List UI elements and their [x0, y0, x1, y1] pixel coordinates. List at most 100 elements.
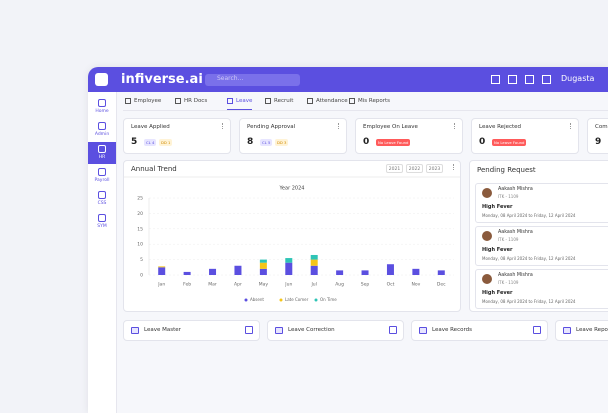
- tab-icon: [307, 98, 313, 104]
- bar-segment: [209, 268, 217, 275]
- x-tick-label: Oct: [387, 282, 395, 288]
- sidebar-item[interactable]: HR: [88, 142, 116, 164]
- tab-label: Employee: [134, 98, 162, 104]
- bar-segment: [285, 262, 293, 275]
- bar-segment: [361, 270, 369, 275]
- tab[interactable]: Leave: [227, 94, 253, 110]
- sidebar-label: SYM: [97, 224, 107, 229]
- request-item[interactable]: Aakash Mishra ITK - 1109 High Fever Monday,…: [475, 226, 608, 266]
- year-button[interactable]: 2022: [406, 164, 423, 173]
- request-name: Aakash Mishra: [498, 230, 533, 235]
- request-reason: High Fever: [482, 247, 513, 253]
- avatar: [482, 231, 492, 241]
- bar-segment: [158, 266, 166, 268]
- menu-dots: [222, 123, 225, 129]
- user-name[interactable]: Dugasta: [561, 74, 595, 83]
- link-label: Leave Correction: [288, 327, 335, 333]
- card-value: 0: [363, 137, 370, 147]
- chart-title: Year 2024: [279, 186, 305, 192]
- year-button[interactable]: 2023: [426, 164, 443, 173]
- bar-segment: [336, 270, 344, 275]
- year-button[interactable]: 2021: [386, 164, 403, 173]
- x-tick-label: Feb: [183, 282, 191, 288]
- legend-label: Late Comer: [285, 297, 309, 302]
- link-icon: [419, 327, 427, 334]
- link-label: Leave Records: [432, 327, 472, 333]
- tab-label: Recruit: [274, 98, 294, 104]
- bar-segment: [437, 270, 445, 275]
- y-tick-label: 5: [140, 257, 143, 263]
- icon: [98, 122, 106, 130]
- tab[interactable]: Mis Reports: [349, 94, 390, 109]
- tab[interactable]: Recruit: [265, 94, 293, 109]
- bar-segment: [234, 265, 242, 275]
- stat-card: Pending Approval 8 CL 5 DD 3: [239, 118, 347, 154]
- avatar: [482, 188, 492, 198]
- x-tick-label: Dec: [437, 282, 446, 288]
- link-icon: [275, 327, 283, 334]
- request-item[interactable]: Aakash Mishra ITK - 1109 High Fever Monday,…: [475, 269, 608, 309]
- sidebar-item[interactable]: Home: [88, 96, 116, 118]
- legend-label: On Time: [320, 297, 337, 302]
- sidebar-item[interactable]: CSS: [88, 188, 116, 210]
- stat-card: Leave Rejected 0 No Leave Found: [471, 118, 579, 154]
- bar-segment: [158, 267, 166, 275]
- sidebar-label: Admin: [94, 132, 110, 137]
- sidebar-item[interactable]: Payroll: [88, 165, 116, 187]
- x-tick-label: May: [259, 282, 269, 288]
- sidebar-label: Payroll: [94, 178, 110, 183]
- icon[interactable]: [525, 75, 534, 84]
- icon[interactable]: [542, 75, 551, 84]
- panel-title: Pending Request: [477, 166, 536, 174]
- plus-button: [533, 326, 541, 334]
- quick-link[interactable]: Leave Correction: [267, 320, 404, 341]
- y-tick-label: 10: [137, 242, 143, 248]
- request-item[interactable]: Aakash Mishra ITK - 1109 High Fever Monday,…: [475, 183, 608, 223]
- tab-label: Leave: [236, 98, 253, 104]
- card-title: Employee On Leave: [363, 124, 418, 130]
- request-name: Aakash Mishra: [498, 273, 533, 278]
- quick-link[interactable]: Leave Reports: [555, 320, 608, 341]
- card-value: 8: [247, 137, 254, 147]
- sidebar-item[interactable]: SYM: [88, 211, 116, 233]
- tab-icon: [349, 98, 355, 104]
- bar-segment: [310, 265, 318, 275]
- bar-segment: [259, 268, 267, 275]
- panel-title: Annual Trend: [131, 165, 177, 173]
- tab-icon: [125, 98, 131, 104]
- tab[interactable]: Attendance: [307, 94, 348, 109]
- link-icon: [563, 327, 571, 334]
- plus-button: [245, 326, 253, 334]
- icon[interactable]: [508, 75, 517, 84]
- request-dates: Monday, 08 April 2024 to Friday, 12 Apri…: [482, 299, 576, 304]
- menu-dots: [338, 123, 341, 129]
- sidebar-label: Home: [95, 109, 109, 114]
- x-tick-label: Jan: [157, 282, 165, 288]
- tab[interactable]: Employee: [125, 94, 161, 109]
- quick-link[interactable]: Leave Master: [123, 320, 260, 341]
- badge: CL 4: [144, 139, 157, 146]
- sidebar-item[interactable]: Admin: [88, 119, 116, 141]
- card-title: Pending Approval: [247, 124, 296, 130]
- avatar: [482, 274, 492, 284]
- stat-card: Employee On Leave 0 No Leave Found: [355, 118, 463, 154]
- quick-link[interactable]: Leave Records: [411, 320, 548, 341]
- link-icon: [131, 327, 139, 334]
- card-title: Leave Rejected: [479, 124, 522, 130]
- annual-trend-panel: Year 2024 0 5 10 15 20 25 Jan Feb Mar Apr May Jun Jul…: [123, 160, 461, 312]
- icon[interactable]: [491, 75, 500, 84]
- card-value: 5: [131, 137, 138, 147]
- legend-swatch: [279, 298, 283, 302]
- request-id: ITK - 1109: [498, 237, 519, 242]
- x-tick-label: Sep: [361, 282, 370, 288]
- bar-segment: [259, 262, 267, 269]
- tab-icon: [265, 98, 271, 104]
- tab[interactable]: HR Docs: [175, 94, 207, 109]
- search-box[interactable]: Search...: [205, 74, 300, 86]
- brand: infiverse.ai: [121, 72, 203, 87]
- badge: DD 1: [159, 139, 173, 146]
- card-value: 0: [479, 137, 486, 147]
- legend-swatch: [314, 298, 318, 302]
- request-id: ITK - 1109: [498, 280, 519, 285]
